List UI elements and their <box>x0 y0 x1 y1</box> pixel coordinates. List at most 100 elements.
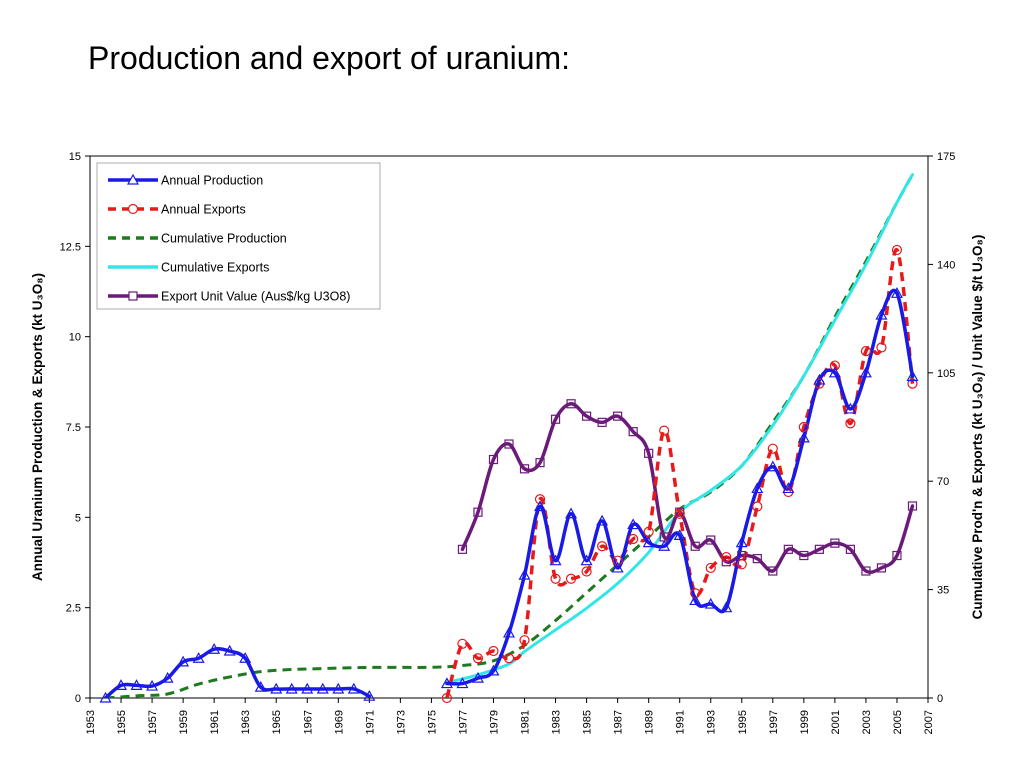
x-tick-label: 1995 <box>737 710 749 734</box>
annual-exports-point <box>612 555 623 566</box>
y-tick-label-right: 0 <box>937 693 943 705</box>
annual-exports-point <box>503 653 515 664</box>
y-axis-label-left: Annual Uranium Production & Exports (kt … <box>30 273 45 581</box>
x-tick-label: 1953 <box>85 710 97 734</box>
annual-production-point <box>580 554 593 566</box>
annual-production-point <box>208 642 221 654</box>
annual-production-point <box>347 682 360 694</box>
legend-label-cumulative-production: Cumulative Production <box>161 232 287 246</box>
annual-production-point <box>440 677 453 689</box>
x-tick-label: 1965 <box>271 710 283 734</box>
export-unit-value-aus-kg-u3o8-point <box>814 544 824 554</box>
annual-production-point <box>363 689 376 701</box>
annual-exports-point <box>705 562 716 574</box>
export-unit-value-aus-kg-u3o8-point <box>845 544 856 554</box>
annual-exports-point <box>581 566 592 577</box>
y-tick-label-left: 0 <box>75 693 81 705</box>
y-tick-label-left: 12.5 <box>60 241 81 253</box>
export-unit-value-aus-kg-u3o8-point <box>861 566 871 576</box>
legend-marker-circle <box>127 203 139 215</box>
annual-exports-point <box>829 360 840 371</box>
annual-production-point <box>782 482 795 494</box>
annual-exports-point <box>690 588 701 599</box>
annual-production-point <box>844 402 857 414</box>
annual-exports-point <box>565 573 577 584</box>
annual-production-point <box>146 679 159 691</box>
export-unit-value-aus-kg-u3o8-point <box>566 399 576 409</box>
annual-production-point <box>270 682 283 694</box>
export-unit-value-aus-kg-u3o8-point <box>907 501 918 511</box>
annual-production-point <box>471 671 484 683</box>
export-unit-value-aus-kg-u3o8-point <box>706 535 716 545</box>
annual-production-point <box>627 518 640 530</box>
export-unit-value-aus-kg-u3o8-point <box>768 566 778 576</box>
annual-production-point <box>254 680 267 692</box>
x-tick-label: 1977 <box>457 710 469 734</box>
export-unit-value-aus-kg-u3o8-line <box>460 402 915 574</box>
annual-exports-point <box>472 653 484 664</box>
annual-exports-point <box>441 692 453 704</box>
export-unit-value-aus-kg-u3o8-point <box>752 554 762 564</box>
x-tick-label: 1999 <box>799 710 811 734</box>
annual-production-point <box>99 691 112 703</box>
annual-exports-point <box>628 533 639 545</box>
x-tick-label: 1967 <box>302 710 314 734</box>
x-tick-label: 1983 <box>551 710 563 734</box>
x-tick-label: 1987 <box>613 710 625 734</box>
annual-production-point <box>456 677 469 689</box>
annual-production-point <box>239 652 252 663</box>
annual-production-point <box>890 287 903 298</box>
annual-production-point <box>487 664 500 676</box>
annual-production-point <box>642 536 655 548</box>
annual-exports-point <box>860 346 872 357</box>
annual-production-point <box>611 561 624 573</box>
export-unit-value-aus-kg-u3o8-point <box>581 411 592 421</box>
x-tick-label: 1979 <box>488 710 500 734</box>
export-unit-value-aus-kg-u3o8-point <box>690 541 700 551</box>
annual-production-point <box>828 366 841 378</box>
annual-exports-point <box>721 551 732 563</box>
export-unit-value-aus-kg-u3o8-point <box>628 427 638 437</box>
annual-exports-point <box>891 244 903 256</box>
annual-exports-point <box>534 494 546 505</box>
annual-exports-point <box>488 645 499 657</box>
export-unit-value-aus-kg-u3o8-point <box>892 550 902 561</box>
annual-exports-point <box>798 421 809 433</box>
x-tick-label: 1959 <box>178 710 190 734</box>
annual-production-point <box>161 671 174 683</box>
legend-label-annual-exports: Annual Exports <box>161 203 246 217</box>
x-tick-label: 1989 <box>644 710 656 734</box>
annual-exports-point <box>767 443 778 454</box>
annual-production-point <box>689 594 702 606</box>
y-tick-label-right: 70 <box>937 476 949 488</box>
annual-production-point <box>177 655 190 667</box>
legend-label-cumulative-exports: Cumulative Exports <box>161 261 269 275</box>
slide-title: Production and export of uranium: <box>88 40 571 76</box>
y-tick-label-right: 105 <box>937 368 955 380</box>
export-unit-value-aus-kg-u3o8-point <box>876 563 887 573</box>
annual-production-point <box>859 366 872 378</box>
y-axis-label-right: Cumulative Prod'n & Exports (kt U₃O₈) / … <box>970 235 985 620</box>
x-tick-label: 2005 <box>892 710 904 734</box>
x-tick-label: 1973 <box>395 710 407 734</box>
annual-production-point <box>518 568 531 580</box>
annual-production-point <box>534 500 547 512</box>
annual-exports-point <box>550 573 561 584</box>
annual-production-point <box>316 682 329 694</box>
x-tick-label: 1993 <box>706 710 718 734</box>
export-unit-value-aus-kg-u3o8-point <box>473 507 483 517</box>
annual-production-point <box>751 482 764 494</box>
legend-marker-square <box>128 291 138 301</box>
annual-production-line <box>445 288 915 686</box>
y-tick-label-left: 2.5 <box>66 603 81 615</box>
annual-production-point <box>906 370 919 382</box>
annual-production-point <box>658 540 671 551</box>
x-tick-label: 2001 <box>830 710 842 734</box>
annual-exports-point <box>643 526 654 537</box>
x-tick-label: 1981 <box>520 710 532 734</box>
legend-marker-triangle <box>126 173 140 185</box>
x-tick-label: 1991 <box>675 710 687 734</box>
annual-production-point <box>285 682 298 694</box>
annual-exports-point <box>876 342 887 353</box>
